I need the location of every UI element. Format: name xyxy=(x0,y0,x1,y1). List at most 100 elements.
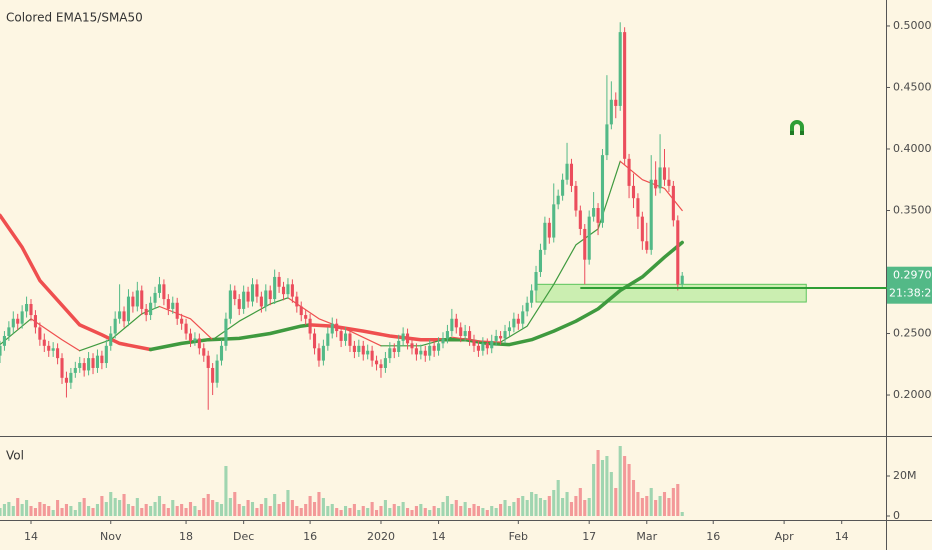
candle-body xyxy=(60,358,64,378)
sma-line xyxy=(148,323,312,352)
candle-body xyxy=(211,367,215,383)
candle-body xyxy=(250,284,255,302)
volume-bar xyxy=(330,504,334,516)
candle-body xyxy=(335,323,339,332)
candle-body xyxy=(481,343,485,351)
candle-body xyxy=(658,167,662,189)
x-tick-label: 16 xyxy=(706,530,720,543)
candle-body xyxy=(503,331,507,339)
volume-bar xyxy=(343,506,348,516)
volume-bar xyxy=(7,502,11,516)
volume-bar xyxy=(507,506,512,516)
volume-bar xyxy=(259,504,263,516)
volume-bar xyxy=(428,510,432,516)
volume-bar xyxy=(38,502,42,516)
volume-bar xyxy=(370,502,374,516)
candle-body xyxy=(219,345,224,361)
candle-body xyxy=(330,323,334,334)
candle-body xyxy=(157,284,162,293)
candle-body xyxy=(286,284,290,295)
volume-bar xyxy=(237,504,241,516)
x-tick-label: 16 xyxy=(303,530,317,543)
volume-bar xyxy=(658,496,662,516)
volume-bar xyxy=(308,496,312,516)
volume-bar xyxy=(91,508,95,516)
plot-area xyxy=(0,22,807,516)
candle-body xyxy=(339,331,343,341)
volume-bar xyxy=(118,500,122,516)
candle-body xyxy=(565,163,569,180)
volume-bar xyxy=(592,464,596,516)
candle-body xyxy=(640,216,644,242)
candle-body xyxy=(392,348,396,352)
candle-body xyxy=(308,318,312,334)
candle-body xyxy=(680,275,684,285)
candle-body xyxy=(228,290,232,319)
candle-body xyxy=(468,331,472,340)
candle-body xyxy=(410,343,414,349)
volume-bar xyxy=(419,504,423,516)
volume-bar xyxy=(481,508,485,516)
volume-bar xyxy=(122,494,126,516)
volume-bar xyxy=(188,502,193,516)
volume-bar xyxy=(64,504,69,516)
y-tick-label: 0.2500 xyxy=(893,327,932,340)
candle-body xyxy=(627,158,631,186)
candle-body xyxy=(547,222,551,238)
candle-body xyxy=(361,345,365,355)
candle-body xyxy=(281,286,286,295)
volume-tick-label: 20M xyxy=(893,469,917,482)
volume-bar xyxy=(171,500,175,516)
candle-body xyxy=(2,335,6,346)
volume-bar xyxy=(645,496,649,516)
indicator-legend: Colored EMA15/SMA50 xyxy=(6,11,143,25)
candle-body xyxy=(459,327,463,336)
candle-body xyxy=(184,323,188,334)
volume-bar xyxy=(578,488,582,516)
candle-body xyxy=(193,338,197,341)
volume-bar xyxy=(618,446,622,516)
candle-body xyxy=(569,163,574,186)
volume-bar xyxy=(321,498,325,516)
y-tick-label: 0.5000 xyxy=(893,19,932,32)
candle-body xyxy=(645,241,649,250)
candle-body xyxy=(16,318,20,324)
candle-body xyxy=(414,348,418,355)
candle-body xyxy=(180,318,184,324)
candle-body xyxy=(91,358,95,368)
candle-body xyxy=(631,185,636,199)
ema-line xyxy=(158,305,214,341)
volume-bar xyxy=(193,506,197,516)
candle-body xyxy=(0,345,2,356)
candle-body xyxy=(454,318,458,328)
volume-bar xyxy=(60,508,64,516)
volume-bar xyxy=(268,506,272,516)
volume-bar xyxy=(184,508,188,516)
volume-bar xyxy=(574,496,578,516)
volume-bar xyxy=(397,506,401,516)
volume-bar xyxy=(556,480,560,516)
volume-bar xyxy=(437,508,441,516)
candle-body xyxy=(206,355,210,368)
candle-body xyxy=(530,290,534,303)
volume-bar xyxy=(494,508,498,516)
volume-bar xyxy=(206,494,210,516)
last-price-box xyxy=(887,266,932,304)
volume-bar xyxy=(631,480,636,516)
candle-body xyxy=(423,350,427,356)
candle-body xyxy=(649,179,653,250)
candle-body xyxy=(543,222,547,250)
candle-body xyxy=(144,308,148,316)
candle-body xyxy=(614,99,618,106)
volume-bar xyxy=(432,506,436,516)
volume-bar xyxy=(454,500,458,516)
volume-bar xyxy=(463,502,467,516)
volume-bar xyxy=(273,494,277,516)
volume-bar xyxy=(530,492,534,516)
candle-body xyxy=(370,350,374,361)
x-tick-label: 17 xyxy=(582,530,596,543)
sma-line xyxy=(308,323,445,342)
volume-bar xyxy=(264,498,268,516)
